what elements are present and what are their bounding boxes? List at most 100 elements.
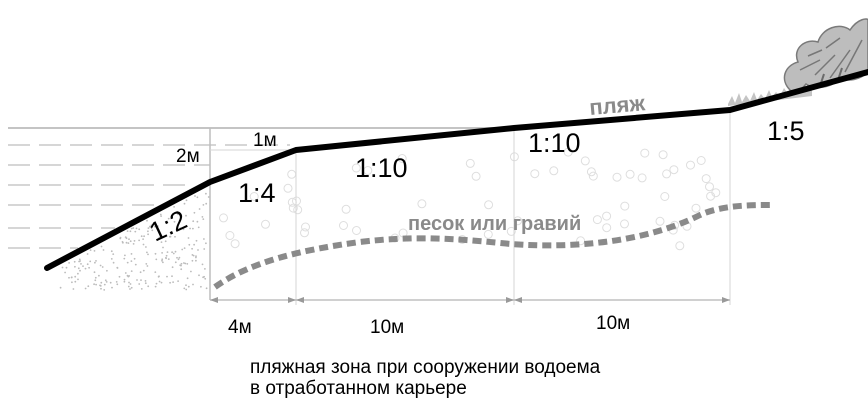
sand-dot: [124, 236, 127, 239]
sand-dot: [154, 271, 157, 273]
gravel-circle: [549, 166, 559, 176]
sand-dot: [176, 256, 178, 259]
gravel-circle: [225, 231, 235, 240]
sand-dot: [77, 278, 79, 281]
gravel-circle: [506, 226, 516, 236]
sand-dot: [94, 279, 97, 282]
sand-dot: [169, 281, 172, 284]
sand-dot: [147, 230, 149, 233]
caption-line: пляжная зона при сооружении водоема: [250, 357, 601, 378]
sand-dot: [125, 241, 128, 244]
dimension-arrow: [506, 297, 514, 303]
sand-dot: [205, 192, 207, 195]
sand-dot: [172, 281, 175, 283]
gravel-circle: [283, 183, 293, 193]
sand-dot: [158, 280, 161, 283]
sand-dot: [99, 285, 102, 287]
sand-dot: [93, 271, 96, 274]
sand-dot: [147, 285, 150, 288]
sand-dot: [190, 270, 192, 273]
sand-dot: [100, 281, 103, 284]
sand-dot: [160, 281, 163, 284]
sand-dot: [142, 238, 145, 241]
sand-dot: [167, 217, 170, 220]
depth-1m-label: 1м: [253, 130, 277, 151]
sand-dot: [165, 256, 167, 259]
sand-dot: [118, 275, 121, 278]
sand-dot: [134, 230, 137, 233]
sand-dot: [115, 281, 118, 283]
sand-dot: [183, 247, 186, 250]
sand-dot: [68, 276, 70, 279]
sand-dot: [165, 254, 168, 257]
sand-dot: [130, 260, 133, 262]
sand-dot: [169, 235, 172, 238]
gravel-circle: [705, 182, 714, 192]
sand-dot: [136, 279, 138, 281]
sand-dot: [133, 240, 136, 242]
sand-dot: [204, 268, 206, 270]
sand-dot: [188, 243, 191, 246]
sand-dot: [187, 285, 190, 288]
sand-dot: [86, 253, 89, 255]
sand-dot: [181, 248, 184, 251]
gravel-circle: [341, 204, 351, 214]
sand-dot: [94, 276, 97, 279]
gravel-circle: [339, 221, 348, 230]
gravel-circle: [397, 154, 407, 163]
sand-dot: [132, 227, 135, 229]
sand-dot: [123, 257, 126, 260]
sand-dot: [162, 261, 164, 264]
gravel-circle: [484, 200, 494, 210]
sand-dot: [158, 236, 161, 239]
sand-dot: [128, 275, 131, 277]
sand-dot: [77, 272, 79, 275]
sand-dot: [151, 229, 154, 232]
sand-dot: [157, 275, 160, 278]
sand-dot: [147, 233, 150, 236]
sand-dot: [116, 266, 119, 269]
sand-dot: [138, 228, 141, 231]
sand-dot: [74, 280, 77, 283]
sand-dot: [101, 266, 104, 268]
sand-dot: [195, 255, 197, 258]
gravel-circle: [465, 158, 475, 168]
sand-dot: [203, 238, 205, 240]
sand-dot: [198, 208, 201, 210]
sand-dot: [186, 263, 189, 265]
gravel-circle: [301, 222, 310, 232]
sand-dot: [187, 237, 190, 239]
sand-dot: [197, 249, 199, 251]
sand-dot: [201, 263, 204, 266]
sand-dot: [183, 202, 186, 205]
sand-dot: [82, 265, 84, 267]
sand-dot: [127, 285, 130, 288]
sand-dot: [191, 254, 194, 256]
sand-dot: [102, 249, 105, 251]
sand-dot: [130, 227, 133, 230]
sand-dot: [172, 252, 175, 255]
gravel-circle: [363, 166, 373, 175]
sand-dot: [195, 259, 197, 262]
sand-dot: [70, 276, 73, 279]
sand-dot: [177, 213, 179, 216]
sand-dot: [202, 204, 205, 206]
sand-dot: [162, 246, 164, 249]
sand-dot: [161, 258, 164, 261]
sand-dot: [154, 252, 157, 255]
sand-dot: [174, 250, 177, 253]
sand-dot: [185, 214, 187, 217]
sand-dot: [166, 275, 168, 278]
dimension-label: 10м: [596, 313, 630, 334]
sand-dot: [204, 277, 207, 280]
sand-fill: [59, 192, 210, 291]
sand-dot: [61, 266, 64, 269]
sand-dot: [112, 253, 115, 256]
sand-dot: [207, 196, 210, 198]
sand-dot: [178, 256, 181, 259]
gravel-circle: [580, 156, 590, 166]
sand-dot: [182, 228, 185, 231]
sand-dot: [126, 230, 129, 233]
sand-dot: [103, 283, 106, 286]
sand-dot: [59, 286, 62, 289]
